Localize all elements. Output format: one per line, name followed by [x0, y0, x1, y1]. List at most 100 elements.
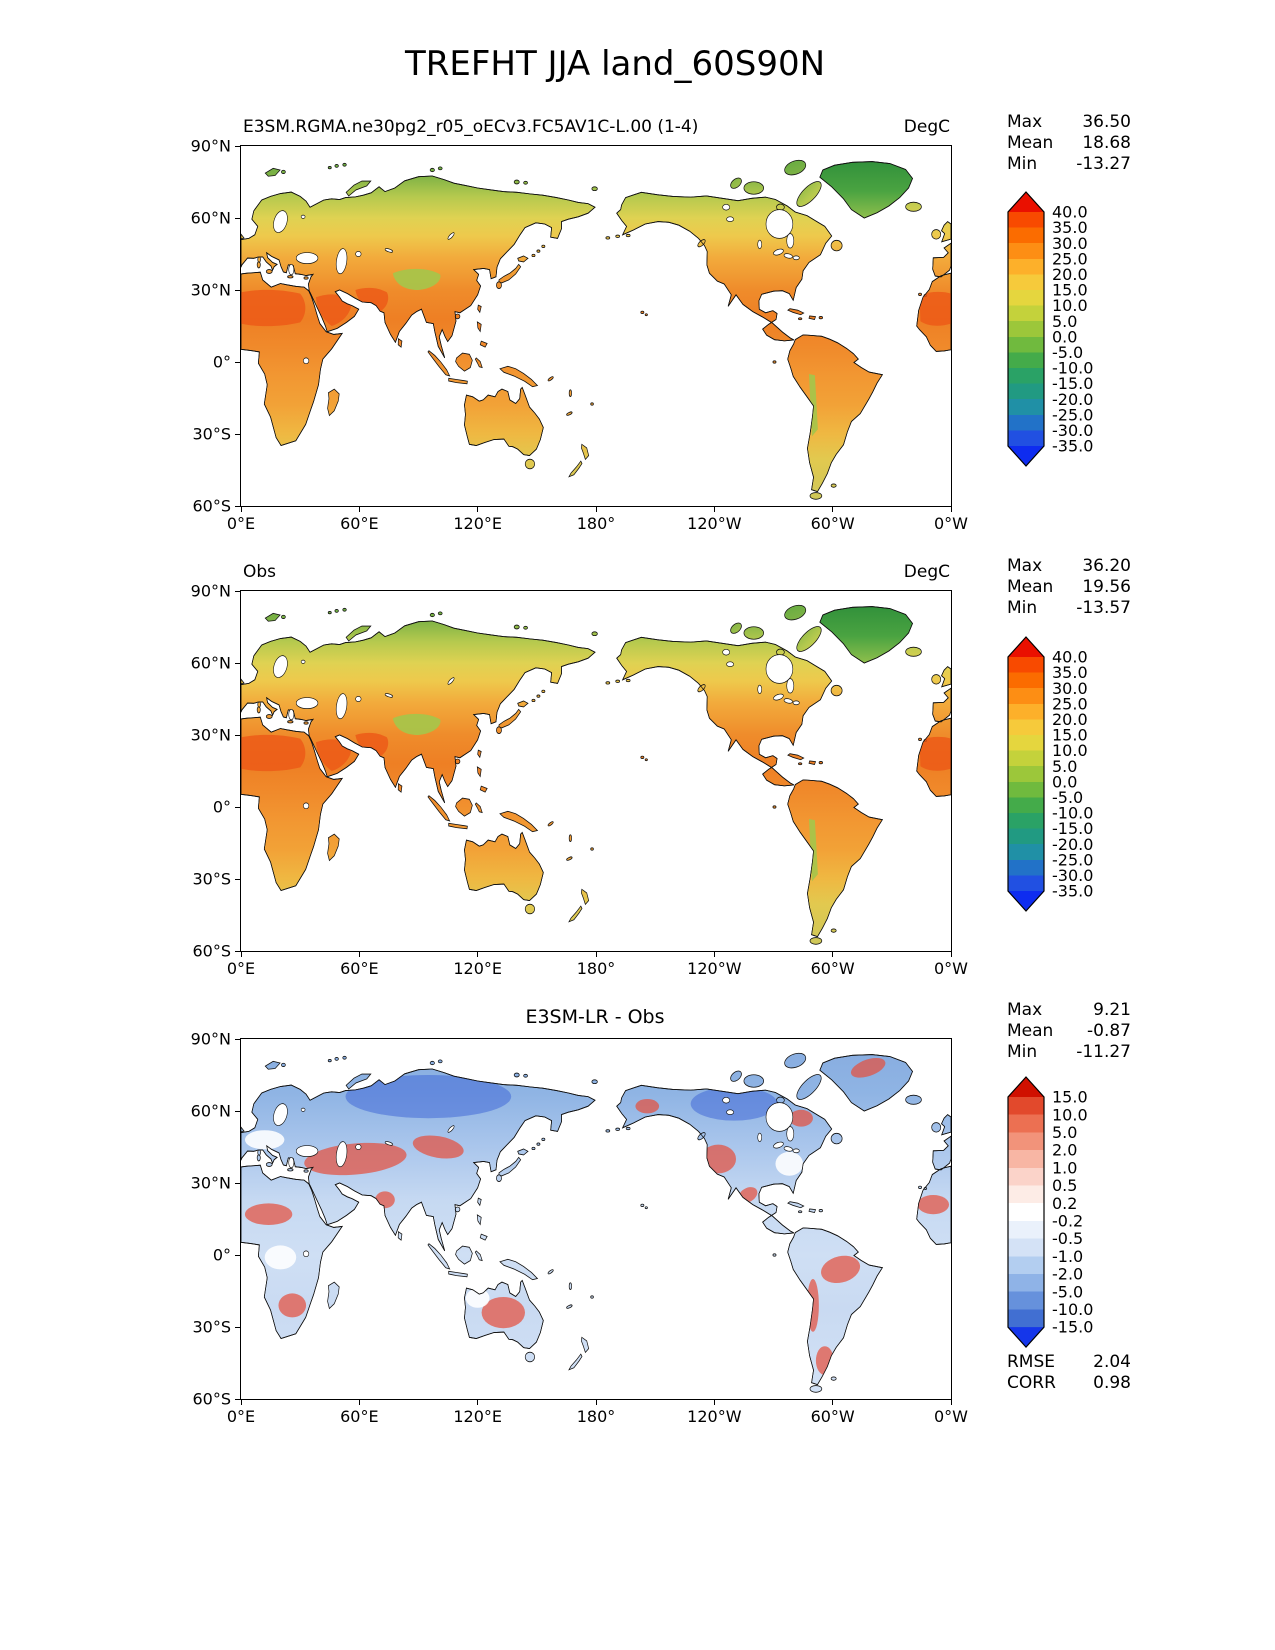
- colorbar-tick-label: 15.0: [1052, 281, 1088, 300]
- colorbar: 15.010.05.02.01.00.50.2-0.2-0.5-1.0-2.0-…: [1007, 1076, 1093, 1348]
- stat-label: Max: [1007, 112, 1043, 132]
- y-tick-label: 60°N: [190, 208, 231, 228]
- x-tick-mark: [240, 506, 242, 512]
- y-tick-mark: [235, 1326, 241, 1328]
- colorbar-segment: [1008, 766, 1044, 783]
- panel3-colorbar: 15.0 10.0 5.0 2.0 1.0 0.5 0.2 -0.2 -0.5 -1.0 -2.0-…: [1006, 1075, 1124, 1354]
- x-tick-label: 120°E: [453, 514, 502, 533]
- colorbar-segment: [1008, 414, 1044, 431]
- colorbar-tick-label: -15.0: [1052, 819, 1093, 838]
- colorbar-tick-label: 0.2: [1052, 1194, 1077, 1213]
- x-tick-label: 60°E: [340, 1407, 379, 1426]
- x-tick-mark: [713, 1399, 715, 1405]
- world-map-difference: [241, 1039, 951, 1399]
- colorbar-segment: [1008, 657, 1044, 674]
- stat-row: Min -11.27: [1007, 1042, 1131, 1063]
- colorbar: 40.035.030.025.020.015.010.05.00.0-5.0-1…: [1007, 636, 1093, 912]
- colorbar-segment: [1008, 243, 1044, 260]
- x-tick-mark: [950, 951, 952, 957]
- stat-label: Mean: [1007, 1021, 1054, 1041]
- x-tick-label: 0°W: [934, 1407, 968, 1426]
- colorbar-segment: [1008, 1238, 1044, 1257]
- x-tick-mark: [713, 506, 715, 512]
- colorbar-tick-label: -15.0: [1052, 374, 1093, 393]
- colorbar-segment: [1008, 258, 1044, 275]
- stat-row: Min -13.27: [1007, 154, 1131, 175]
- colorbar-segment: [1008, 227, 1044, 244]
- colorbar-top-cap: [1008, 1077, 1044, 1097]
- colorbar-segment: [1008, 781, 1044, 798]
- colorbar-segment: [1008, 1203, 1044, 1222]
- y-tick-label: 0°: [212, 797, 231, 817]
- colorbar-segment: [1008, 1274, 1044, 1293]
- panel1-colorbar: 40.0 35.0 30.0 25.0 20.0 15.0 10.0 5.0 0.0 -5.0 -1…: [1006, 190, 1124, 472]
- stat-value: -13.57: [1076, 598, 1131, 618]
- panel2-stats: Max 36.20 Mean 19.56 Min -13.57: [1007, 556, 1131, 619]
- x-tick-label: 0°W: [934, 514, 968, 533]
- y-tick-mark: [235, 1182, 241, 1184]
- stat-row: Max 36.20: [1007, 556, 1131, 577]
- x-tick-label: 0°E: [226, 959, 256, 978]
- colorbar-segment: [1008, 688, 1044, 705]
- x-tick-mark: [595, 1399, 597, 1405]
- colorbar-segment: [1008, 212, 1044, 229]
- y-tick-mark: [235, 1110, 241, 1112]
- colorbar-tick-label: 5.0: [1052, 312, 1077, 331]
- colorbar-tick-label: 10.0: [1052, 741, 1088, 760]
- x-tick-mark: [950, 506, 952, 512]
- colorbar-tick-label: -20.0: [1052, 390, 1093, 409]
- stat-label: CORR: [1007, 1373, 1056, 1393]
- y-tick-label: 90°N: [190, 1029, 231, 1049]
- stat-value: -11.27: [1076, 1042, 1131, 1062]
- x-tick-label: 180°: [576, 959, 616, 978]
- x-tick-mark: [595, 951, 597, 957]
- panel3-stats: Max 9.21 Mean -0.87 Min -11.27: [1007, 1000, 1131, 1063]
- colorbar-segment: [1008, 1097, 1044, 1116]
- colorbar-tick-label: -10.0: [1052, 804, 1093, 823]
- colorbar-segment: [1008, 813, 1044, 830]
- y-tick-mark: [235, 590, 241, 592]
- colorbar-segment: [1008, 703, 1044, 720]
- colorbar-tick-label: -5.0: [1052, 788, 1083, 807]
- panel1-title: E3SM.RGMA.ne30pg2_r05_oECv3.FC5AV1C-L.00…: [243, 117, 699, 137]
- y-tick-mark: [235, 145, 241, 147]
- colorbar-segment: [1008, 828, 1044, 845]
- x-tick-mark: [477, 1399, 479, 1405]
- colorbar-segment: [1008, 274, 1044, 291]
- colorbar-tick-label: -35.0: [1052, 882, 1093, 901]
- x-tick-mark: [713, 951, 715, 957]
- y-tick-label: 60°S: [192, 941, 231, 961]
- figure-title: TREFHT JJA land_60S90N: [404, 44, 826, 84]
- y-tick-mark: [235, 217, 241, 219]
- colorbar-segment: [1008, 719, 1044, 736]
- colorbar-tick-label: -2.0: [1052, 1265, 1083, 1284]
- colorbar-tick-label: 15.0: [1052, 1088, 1088, 1107]
- colorbar-top-cap: [1008, 637, 1044, 657]
- x-tick-label: 0°E: [226, 1407, 256, 1426]
- colorbar-tick-label: -1.0: [1052, 1247, 1083, 1266]
- y-tick-mark: [235, 289, 241, 291]
- y-tick-mark: [235, 1398, 241, 1400]
- colorbar-tick-label: 5.0: [1052, 757, 1077, 776]
- colorbar-segment: [1008, 1256, 1044, 1275]
- y-tick-label: 30°N: [190, 1173, 231, 1193]
- colorbar-tick-label: -25.0: [1052, 850, 1093, 869]
- stat-value: -13.27: [1076, 154, 1131, 174]
- stat-value: 19.56: [1082, 577, 1131, 597]
- colorbar-tick-label: 20.0: [1052, 265, 1088, 284]
- colorbar-segment: [1008, 1132, 1044, 1151]
- panel1-map-plot: 0°E 60°E 120°E 180° 120°W 60°W 0°W 90°N 60°N 30°N…: [191, 137, 968, 534]
- stat-value: 9.21: [1093, 1000, 1131, 1020]
- stat-label: Max: [1007, 1000, 1043, 1020]
- colorbar-segment: [1008, 1291, 1044, 1310]
- stat-value: 36.20: [1082, 556, 1131, 576]
- stat-label: Min: [1007, 598, 1038, 618]
- colorbar-segment: [1008, 672, 1044, 689]
- stat-row: Max 36.50: [1007, 112, 1131, 133]
- colorbar-tick-label: 20.0: [1052, 710, 1088, 729]
- stat-row: Mean -0.87: [1007, 1021, 1131, 1042]
- colorbar-tick-label: 0.5: [1052, 1176, 1077, 1195]
- x-tick-label: 180°: [576, 514, 616, 533]
- stat-value: 36.50: [1082, 112, 1131, 132]
- y-tick-mark: [235, 950, 241, 952]
